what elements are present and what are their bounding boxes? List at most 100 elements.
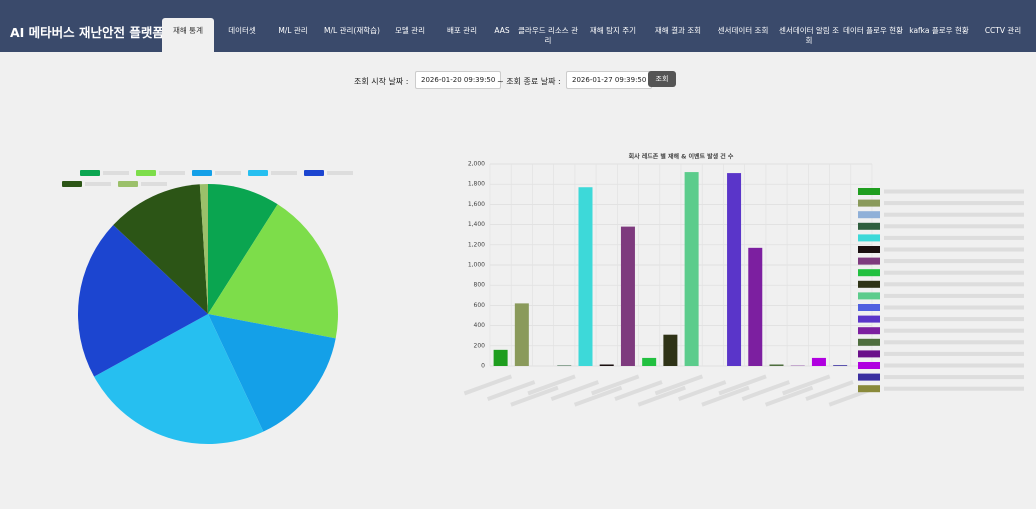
legend-swatch <box>858 222 880 230</box>
bar <box>833 365 848 366</box>
pie-slice <box>78 225 208 377</box>
x-label-blur <box>463 374 513 396</box>
x-label-blur <box>527 374 576 396</box>
x-label-blur <box>718 374 767 396</box>
x-label-blur <box>614 380 663 401</box>
end-label: ~ 조회 종료 날짜 : <box>497 77 561 86</box>
y-tick-label: 2,000 <box>468 161 485 168</box>
x-label-blur <box>591 374 640 396</box>
legend-blur <box>884 235 1024 240</box>
nav-tab[interactable]: 센서데이터 조회 <box>717 26 769 35</box>
legend-blur <box>884 340 1024 345</box>
legend-blur <box>159 171 185 175</box>
legend-swatch <box>858 188 880 195</box>
x-label-blur <box>550 380 600 401</box>
pie-slice <box>208 184 278 314</box>
bar <box>663 334 678 366</box>
legend-swatch <box>118 181 138 187</box>
legend-blur <box>884 282 1024 287</box>
nav-tab[interactable]: kafka 플로우 현황 <box>909 26 969 35</box>
bar <box>642 357 657 366</box>
legend-swatch <box>858 199 880 207</box>
bar <box>811 357 826 366</box>
start-label: 조회 시작 날짜 : <box>354 77 409 86</box>
x-label-blur <box>573 385 623 407</box>
legend-blur <box>884 293 1024 298</box>
nav-tab[interactable]: AAS <box>494 26 510 35</box>
legend-swatch <box>858 211 880 219</box>
legend-blur <box>884 317 1024 322</box>
x-label-blur <box>486 380 536 401</box>
x-label-blur <box>510 385 559 407</box>
legend-swatch <box>858 385 880 393</box>
legend-blur <box>884 189 1024 194</box>
pie-slice <box>208 314 336 432</box>
legend-blur <box>327 171 353 175</box>
legend-swatch <box>80 170 100 176</box>
nav-tab[interactable]: M/L 관리(재학습) <box>324 26 380 35</box>
legend-swatch <box>858 338 880 346</box>
bar <box>620 226 635 366</box>
bar <box>748 247 763 366</box>
legend-blur <box>215 171 241 175</box>
nav-tab[interactable]: 재해 탐지 주기 <box>589 26 637 35</box>
legend-blur <box>884 270 1024 275</box>
nav-tab[interactable]: 센서데이터 알림 조회 <box>779 26 839 45</box>
y-tick-label: 400 <box>474 322 486 329</box>
y-tick-label: 600 <box>474 302 486 309</box>
nav-tab[interactable]: 배포 관리 <box>447 26 477 35</box>
legend-blur <box>271 171 297 175</box>
legend-blur <box>884 201 1024 206</box>
bar <box>557 365 572 366</box>
x-label-blur <box>637 385 686 407</box>
legend-swatch <box>858 234 880 242</box>
bar <box>769 364 784 366</box>
x-label-blur <box>701 385 750 407</box>
nav-tab[interactable]: 데이터 플로우 현황 <box>843 26 903 35</box>
y-tick-label: 1,400 <box>468 221 485 228</box>
legend-swatch <box>858 269 880 277</box>
pie-slice <box>199 184 208 314</box>
legend-swatch <box>858 350 880 358</box>
nav-tab[interactable]: CCTV 관리 <box>984 26 1022 35</box>
bar <box>599 364 614 366</box>
x-label-blur <box>782 374 831 396</box>
x-label-blur <box>654 374 704 396</box>
pie-slice <box>208 204 338 339</box>
legend-blur <box>884 328 1024 333</box>
legend-swatch <box>858 257 880 265</box>
legend-swatch <box>858 362 880 369</box>
nav-tab[interactable]: 재해 결과 조회 <box>654 26 702 35</box>
header: AI 메타버스 재난안전 플랫폼 재해 통계 데이터셋 M/L 관리 M/L 관리(재… <box>0 0 1036 52</box>
bar <box>578 187 593 366</box>
nav-tab[interactable]: M/L 관리 <box>278 26 308 35</box>
bar <box>493 349 508 366</box>
legend-blur <box>884 351 1024 356</box>
legend-swatch <box>858 304 880 311</box>
nav-tab[interactable]: 데이터셋 <box>228 26 256 35</box>
legend-swatch <box>858 292 880 300</box>
legend-blur <box>884 386 1024 391</box>
legend-swatch <box>136 170 156 176</box>
legend-blur <box>85 182 111 186</box>
legend-blur <box>884 212 1024 217</box>
start-input[interactable]: 2026-01-20 09:39:50 <box>415 71 502 89</box>
legend-blur <box>103 171 129 175</box>
legend-blur <box>884 224 1024 229</box>
y-tick-label: 1,000 <box>468 262 485 269</box>
legend-blur <box>884 305 1024 310</box>
nav-tab[interactable]: 재해 통계 <box>162 18 214 52</box>
x-label-blur <box>741 380 791 401</box>
pie-slice <box>94 314 264 445</box>
bar <box>684 172 699 366</box>
end-input[interactable]: 2026-01-27 09:39:50 <box>566 71 653 89</box>
x-label-blur <box>805 380 854 401</box>
nav-tab[interactable]: 모델 관리 <box>395 26 425 35</box>
nav-tab[interactable]: 클라우드 리소스 관리 <box>518 26 578 45</box>
search-button[interactable]: 조회 <box>648 71 676 87</box>
y-tick-label: 200 <box>474 342 486 349</box>
y-tick-label: 1,800 <box>468 181 485 188</box>
y-tick-label: 1,200 <box>468 241 485 248</box>
legend-swatch <box>248 170 268 176</box>
